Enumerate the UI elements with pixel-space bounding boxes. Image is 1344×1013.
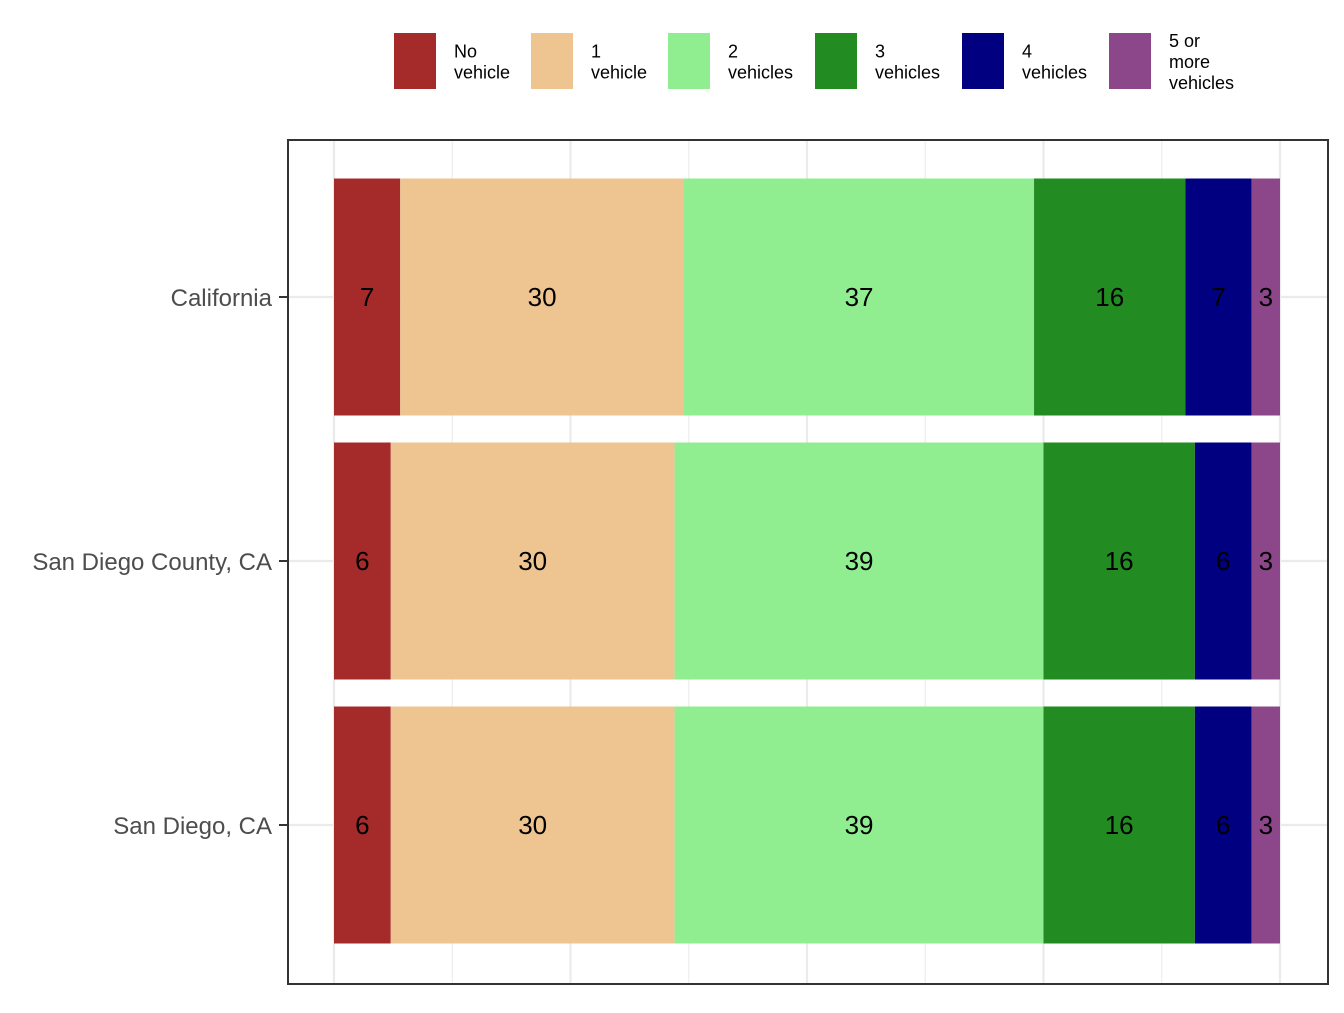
legend-label: 2 vehicles: [728, 42, 793, 83]
data-label: 30: [518, 810, 547, 840]
legend-swatch: [962, 33, 1004, 89]
bar-segment: [1194, 442, 1252, 680]
legend-item: 2 vehicles: [668, 33, 793, 89]
legend-label: 5 or more vehicles: [1169, 31, 1234, 93]
legend-item: No vehicle: [394, 33, 510, 89]
y-tick-label: California: [171, 285, 273, 312]
bar-segment: [1251, 178, 1280, 416]
bar-segment: [390, 706, 675, 944]
data-label: 6: [1216, 546, 1230, 576]
legend-item: 5 or more vehicles: [1109, 31, 1234, 93]
legend-swatch: [815, 33, 857, 89]
legend-swatch: [394, 33, 436, 89]
bar-segment: [1251, 442, 1280, 680]
data-label: 39: [845, 810, 874, 840]
data-label: 6: [1216, 810, 1230, 840]
bar-segment: [1251, 706, 1280, 944]
bar-segment: [334, 442, 391, 680]
legend: No vehicle 1 vehicle 2 vehicles 3 vehicles 4 vehi…: [394, 31, 1234, 93]
bar-segment: [390, 442, 675, 680]
y-tick-label: San Diego County, CA: [32, 549, 272, 576]
data-label: 16: [1105, 546, 1134, 576]
data-label: 37: [845, 282, 874, 312]
legend-label: 4 vehicles: [1022, 42, 1087, 83]
data-label: 7: [360, 282, 374, 312]
data-label: 16: [1095, 282, 1124, 312]
data-label: 16: [1105, 810, 1134, 840]
bar-segment: [1194, 706, 1252, 944]
data-label: 3: [1259, 810, 1273, 840]
bar-segment: [1185, 178, 1252, 416]
legend-item: 1 vehicle: [531, 33, 647, 89]
y-tick-label: San Diego, CA: [113, 813, 272, 840]
bar-segment: [334, 706, 391, 944]
bar-segment: [400, 178, 685, 416]
legend-swatch: [668, 33, 710, 89]
bar-segment: [1043, 442, 1195, 680]
data-label: 6: [355, 546, 369, 576]
data-label: 6: [355, 810, 369, 840]
legend-swatch: [1109, 33, 1151, 89]
bar-segment: [674, 706, 1044, 944]
legend-label: 3 vehicles: [875, 42, 940, 83]
data-label: 3: [1259, 282, 1273, 312]
legend-item: 3 vehicles: [815, 33, 940, 89]
bar-segment: [684, 178, 1035, 416]
y-axis: California San Diego County, CA San Diego,…: [32, 285, 288, 840]
data-label: 39: [845, 546, 874, 576]
legend-swatch: [531, 33, 573, 89]
data-label: 30: [518, 546, 547, 576]
bar-segment: [1043, 706, 1195, 944]
data-label: 30: [528, 282, 557, 312]
legend-label: No vehicle: [454, 42, 510, 83]
bars: 7 30 37 16 7 36 30 39 16 6 36 30 39 16 6 3: [334, 178, 1280, 944]
bar-segment: [674, 442, 1044, 680]
data-label: 3: [1259, 546, 1273, 576]
legend-item: 4 vehicles: [962, 33, 1087, 89]
bar-segment: [334, 178, 401, 416]
data-label: 7: [1211, 282, 1225, 312]
legend-label: 1 vehicle: [591, 42, 647, 83]
bar-segment: [1034, 178, 1186, 416]
